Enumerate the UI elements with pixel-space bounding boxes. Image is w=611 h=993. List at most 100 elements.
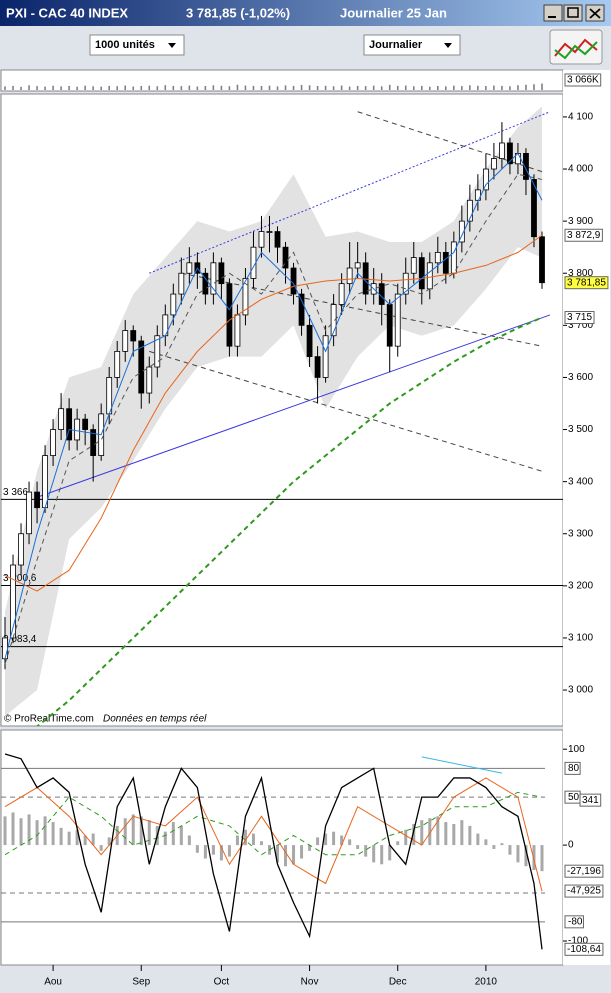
x-tick-label: Aou [44,977,62,988]
y-tick-label: 3 200 [568,580,593,591]
volume-bar [348,86,351,90]
candle-body [539,236,545,284]
histogram-bar [436,816,440,846]
volume-bar [68,85,70,90]
histogram-bar [412,824,416,846]
level-label: 50 [568,792,580,803]
volume-bar [324,85,327,90]
histogram-bar [492,845,496,849]
histogram-bar [131,814,135,846]
candle-body [66,408,73,441]
histogram-bar [300,845,304,859]
dropdown-arrow [168,43,176,48]
window-period: Journalier 25 Jan [340,5,447,20]
candle-body [507,142,513,165]
trend-line [36,314,551,498]
candle-body [290,267,297,295]
value-label: 3 715 [567,312,592,323]
value-label: 3 781,85 [567,277,606,288]
histogram-bar [428,818,432,846]
candle-body [74,418,81,441]
histogram-bar [187,835,191,846]
candle-body [306,324,313,357]
volume-bar [4,86,6,90]
volume-bar [172,85,175,90]
y-tick-label: 3 100 [568,633,593,644]
volume-bar [116,86,119,90]
histogram-bar [380,845,384,865]
volume-bar [260,86,263,90]
volume-bar [308,85,311,90]
candle-body [491,158,497,170]
y-tick-label: 3 000 [568,685,593,696]
oscillator-line [4,777,543,892]
volume-bar [268,85,271,90]
histogram-bar [179,825,183,846]
histogram-bar [43,816,47,846]
candle-body [386,304,393,347]
x-tick-label: Oct [214,977,230,988]
units-dropdown[interactable] [89,34,185,56]
minimize-button[interactable] [543,4,563,22]
volume-bar [404,85,407,90]
volume-bar [44,86,46,90]
volume-bar [36,86,38,90]
volume-bar [228,86,231,90]
candle-body [450,241,457,274]
window-buttons[interactable] [543,4,605,22]
histogram-bar [75,829,79,846]
volume-bar [156,86,159,90]
histogram-bar [388,845,392,861]
candle-body [338,283,345,305]
histogram-bar [372,845,376,863]
histogram-bar [259,841,263,846]
candle-body [50,429,56,456]
histogram-bar [83,835,87,846]
oscillator-line [4,791,543,856]
moving-average [36,316,543,726]
moving-average [4,234,543,592]
candle-body [346,267,353,285]
histogram-bar [340,835,344,846]
indicators-icon [554,41,598,60]
moving-average [4,173,543,665]
level-note-box [579,793,602,807]
candle-body [531,179,537,238]
histogram-bar [251,833,255,846]
histogram-bar [11,812,15,846]
histogram-bar [227,845,231,857]
footer-source: © ProRealTime.com [4,714,94,725]
volume-bar [412,86,415,90]
candle-body [210,262,217,295]
dropdown-arrow [444,43,452,48]
histogram-bar [532,845,536,871]
candle-body [186,262,193,274]
y-tick-label: 4 000 [568,164,593,175]
histogram-bar [91,833,95,846]
volume-bar [300,84,303,90]
candle-body [82,418,89,430]
value-label: -108,64 [567,944,601,955]
volume-bar [132,86,135,90]
volume-bar [364,86,367,90]
value-label-box [564,311,595,325]
histogram-bar [420,820,424,846]
histogram-bar [235,835,239,846]
volume-bar [485,86,487,90]
volume-bar [196,86,199,90]
candle-body [178,272,185,295]
volume-bar [445,86,447,90]
candle-body [34,491,40,509]
volume-bar [477,85,479,90]
period-dropdown[interactable] [363,34,461,56]
candle-body [394,293,401,347]
price-plot: 3 366 3 200,6 3 083,4 [1,106,563,726]
indicators-icon [554,38,598,57]
volume-bar [509,86,511,90]
candle-body [114,350,121,378]
candle-body [154,335,161,368]
x-tick-label: Dec [389,977,407,988]
candle-body [410,257,417,274]
level-note: 341 [582,795,599,806]
volume-bar [20,86,22,90]
